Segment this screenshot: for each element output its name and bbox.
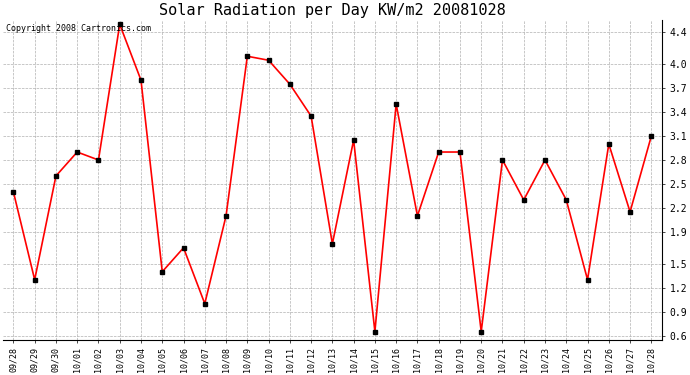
Text: Copyright 2008 Cartronics.com: Copyright 2008 Cartronics.com — [6, 24, 151, 33]
Title: Solar Radiation per Day KW/m2 20081028: Solar Radiation per Day KW/m2 20081028 — [159, 3, 506, 18]
